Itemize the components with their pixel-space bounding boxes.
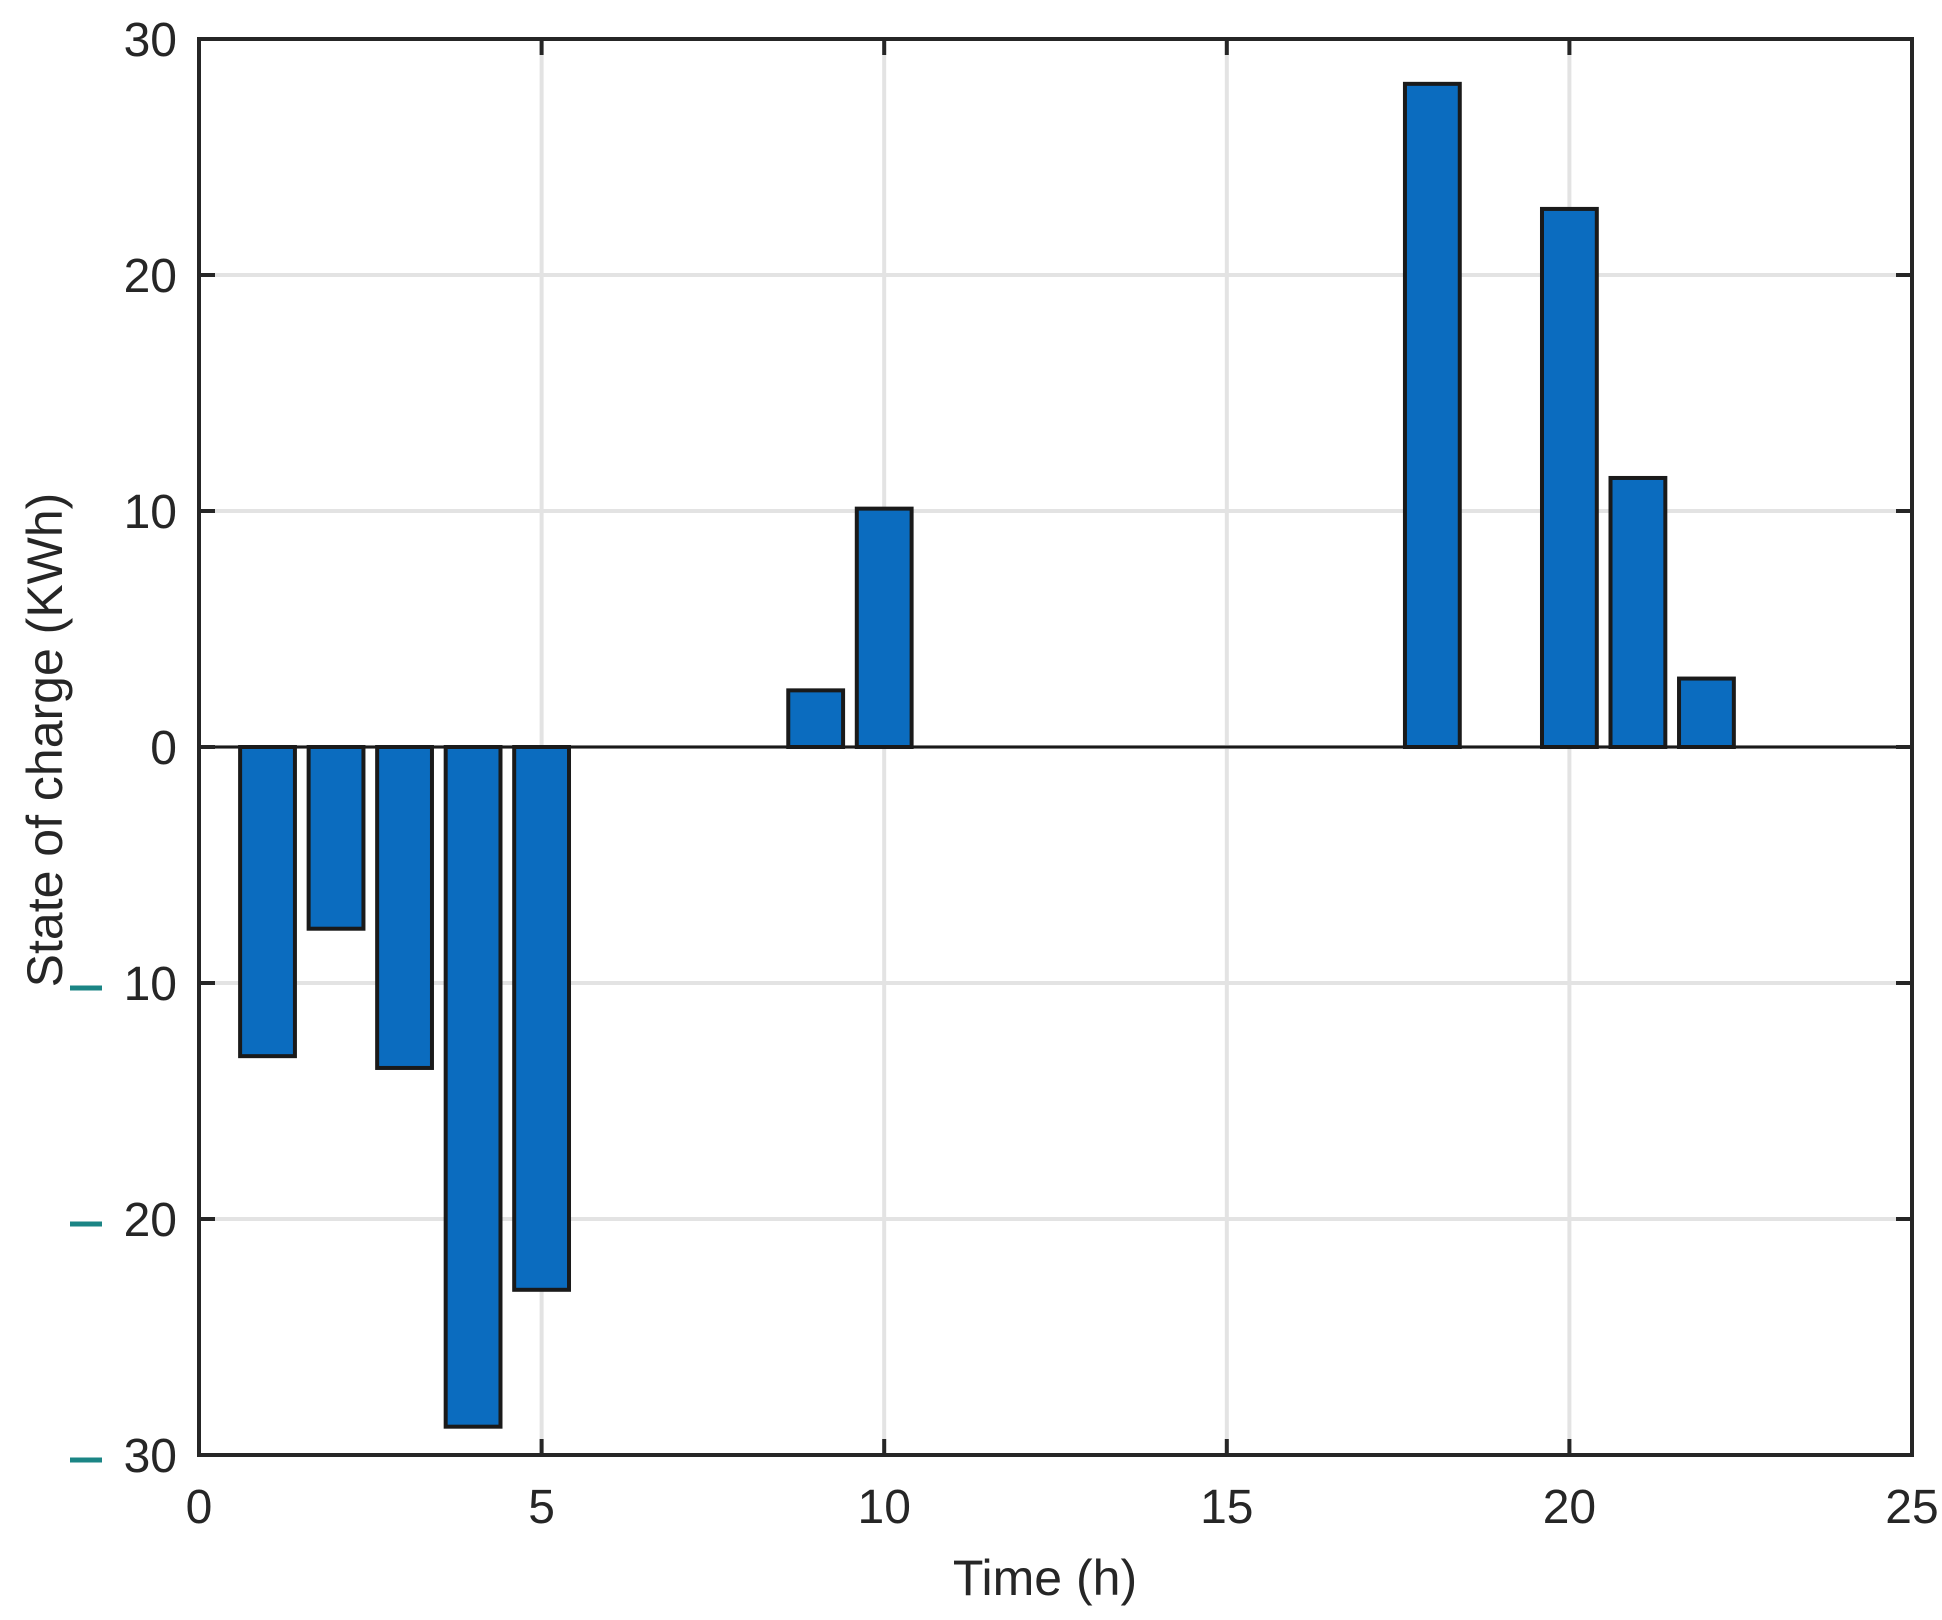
- bar: [238, 745, 297, 1059]
- bar: [786, 688, 846, 749]
- x-axis-label: Time (h): [953, 1550, 1137, 1606]
- bar: [854, 506, 914, 750]
- bar: [1608, 475, 1668, 749]
- x-tick-label: 0: [186, 1481, 213, 1534]
- bar: [375, 745, 434, 1070]
- bar: [512, 745, 572, 1292]
- x-tick-label: 25: [1885, 1481, 1938, 1534]
- bar: [1677, 676, 1736, 749]
- x-tick-label: 20: [1543, 1481, 1596, 1534]
- bar: [1539, 206, 1599, 750]
- bar: [443, 745, 503, 1429]
- y-tick-label: 0: [150, 722, 177, 775]
- x-tick-label: 5: [528, 1481, 555, 1534]
- y-tick-label: 10: [124, 958, 177, 1011]
- y-tick-label: 30: [124, 1430, 177, 1483]
- axes: [197, 37, 1914, 1457]
- bar: [1402, 81, 1462, 749]
- x-tick-label: 15: [1200, 1481, 1253, 1534]
- x-tick-label: 10: [858, 1481, 911, 1534]
- y-axis-label: State of charge (KWh): [17, 493, 73, 988]
- bar: [306, 745, 366, 931]
- y-tick-label: 20: [124, 1194, 177, 1247]
- y-tick-label: 30: [124, 14, 177, 67]
- bars: [238, 81, 1736, 1429]
- tick-labels: 0 5 10 15 20 25 30 20 10 0 10 20 30: [70, 14, 1939, 1534]
- y-tick-label: 20: [124, 250, 177, 303]
- y-tick-label: 10: [124, 486, 177, 539]
